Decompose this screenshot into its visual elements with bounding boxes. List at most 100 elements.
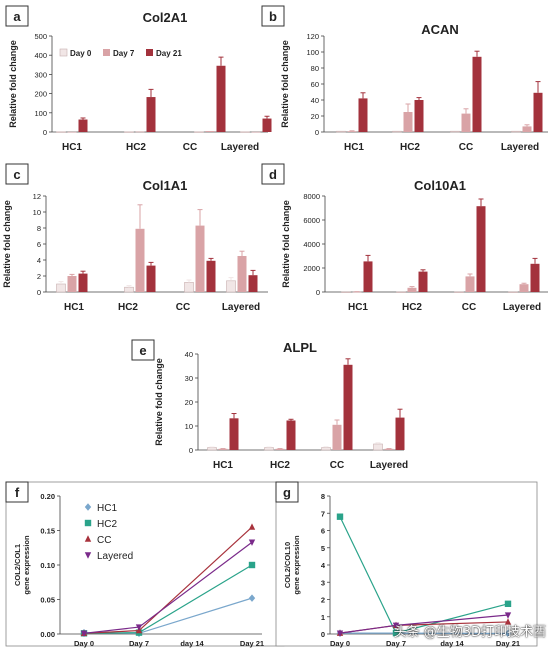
x-tick-label-b-0: HC1 [344, 142, 364, 153]
bar-e-hc1-day21 [229, 418, 239, 450]
data-point-f-layered-2 [248, 539, 256, 546]
y-tick-label-c-4: 8 [37, 224, 41, 233]
x-tick-label-e-3: Layered [370, 460, 408, 471]
y-tick-label-a-5: 500 [34, 32, 47, 41]
x-tick-label-c-0: HC1 [64, 302, 84, 313]
bar-c-hc1-day0 [56, 283, 66, 293]
data-point-g-layered-2 [504, 612, 512, 619]
panel-label-box-c [5, 163, 29, 185]
bar-d-hc1-day21 [363, 261, 373, 292]
watermark: 头条 @生物3D打印技术酉 [393, 625, 546, 640]
y-tick-label-g-8: 8 [321, 492, 325, 501]
y-tick-label-b-2: 40 [311, 96, 319, 105]
bar-b-hc2-day7 [403, 112, 413, 132]
bar-b-layered-day7 [522, 126, 532, 132]
x-tick-label-f-0: Day 0 [74, 639, 94, 648]
data-point-g-hc1-2 [504, 629, 512, 638]
bar-e-hc1-day7 [218, 448, 228, 450]
data-point-g-cc-2 [504, 618, 512, 625]
data-point-f-hc2-2 [248, 561, 256, 569]
bar-c-hc2-day7 [135, 228, 145, 292]
chart-title-a: Col2A1 [143, 10, 188, 25]
x-tick-label-d-3: Layered [503, 302, 541, 313]
legend-label-f-0: HC1 [97, 503, 117, 514]
y-tick-label-g-6: 6 [321, 527, 325, 536]
y-tick-label-a-2: 200 [34, 90, 47, 99]
legend-swatch-0 [59, 48, 68, 57]
data-point-f-layered-1 [135, 624, 143, 631]
bar-d-hc1-day0 [341, 291, 351, 293]
y-tick-label-g-4: 4 [321, 561, 326, 570]
bar-a-hc2-day0 [124, 131, 134, 133]
y-tick-label-d-0: 0 [316, 288, 320, 297]
bar-b-hc1-day7 [347, 131, 357, 132]
panel-label-f: f [15, 485, 20, 500]
y-tick-label-g-5: 5 [321, 544, 325, 553]
bar-a-layered-day0 [240, 131, 250, 133]
x-tick-label-a-3: Layered [221, 142, 259, 153]
y-tick-label-c-2: 4 [37, 256, 41, 265]
bar-c-layered-day0 [226, 280, 236, 293]
bar-a-cc-day0 [194, 131, 204, 133]
bar-b-hc2-day21 [414, 100, 424, 132]
panel-label-box-b [261, 5, 285, 27]
bar-b-hc1-day0 [336, 130, 346, 133]
bar-d-hc2-day21 [418, 271, 428, 292]
bar-e-layered-day0 [373, 443, 383, 451]
y-tick-label-g-1: 1 [321, 613, 325, 622]
x-tick-label-g-3: Day 21 [496, 639, 520, 648]
bar-c-hc1-day7 [67, 276, 77, 292]
bar-a-hc1-day7 [67, 131, 77, 133]
y-tick-label-b-4: 80 [311, 64, 319, 73]
x-tick-label-b-3: Layered [501, 142, 539, 153]
legend-label-2: Day 21 [156, 49, 182, 58]
data-point-f-cc-2 [248, 523, 256, 530]
x-tick-label-g-0: Day 0 [330, 639, 350, 648]
panel-label-a: a [13, 9, 21, 24]
bar-e-cc-day7 [332, 424, 342, 450]
bar-d-cc-day0 [454, 291, 464, 293]
x-tick-label-g-2: day 14 [440, 639, 464, 648]
y-tick-label-f-0: 0.00 [40, 630, 55, 639]
y-tick-label-e-3: 30 [185, 374, 193, 383]
bar-c-cc-day0 [184, 282, 194, 293]
panel-label-b: b [269, 9, 277, 24]
y-tick-label-a-3: 300 [34, 70, 47, 79]
x-tick-label-d-1: HC2 [402, 302, 422, 313]
chart-title-d: Col10A1 [414, 178, 466, 193]
legend-label-f-3: Layered [97, 551, 133, 562]
panel-label-box-e [131, 339, 155, 361]
legend-swatch-1 [103, 49, 110, 56]
legend-marker-f-3 [84, 552, 92, 559]
x-tick-label-d-0: HC1 [348, 302, 368, 313]
y-axis-label-a: Relative fold change [8, 40, 18, 128]
bar-a-hc1-day0 [56, 131, 66, 133]
x-tick-label-c-3: Layered [222, 302, 260, 313]
y-tick-label-b-6: 120 [306, 32, 319, 41]
data-point-g-layered-1 [392, 622, 400, 630]
y-tick-label-b-0: 0 [315, 128, 319, 137]
legend-label-f-1: HC2 [97, 519, 117, 530]
legend-label-f-2: CC [97, 535, 111, 546]
x-tick-label-a-0: HC1 [62, 142, 82, 153]
data-point-g-hc2-2 [504, 600, 512, 608]
y-tick-label-b-3: 60 [311, 80, 319, 89]
bar-b-cc-day21 [472, 56, 482, 132]
y-axis-label-f-1: COL2/COL1 [13, 544, 22, 586]
y-tick-label-e-1: 10 [185, 422, 193, 431]
legend-marker-f-0 [84, 503, 92, 511]
bar-c-hc1-day21 [78, 273, 88, 292]
bar-e-hc2-day7 [275, 448, 285, 450]
bar-b-layered-day0 [511, 130, 521, 133]
legend-swatch-2 [146, 49, 153, 56]
y-tick-label-g-2: 2 [321, 596, 325, 605]
legend-label-1: Day 7 [113, 49, 135, 58]
y-tick-label-c-1: 2 [37, 272, 41, 281]
y-tick-label-f-1: 0.05 [40, 596, 55, 605]
y-tick-label-c-6: 12 [33, 192, 41, 201]
x-tick-label-c-1: HC2 [118, 302, 138, 313]
bar-a-hc1-day21 [78, 119, 88, 132]
bar-b-cc-day7 [461, 113, 471, 132]
y-axis-label-f-2: gene expression [22, 535, 31, 595]
